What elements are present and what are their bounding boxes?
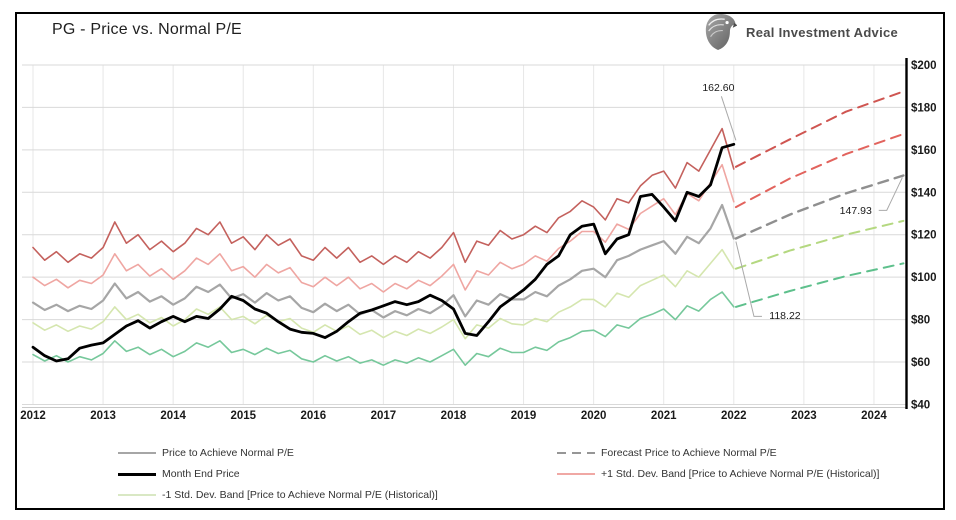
annotation-connector: [735, 241, 762, 317]
x-tick-label: 2014: [160, 410, 186, 422]
legend-item-forecast: Forecast Price to Achieve Normal P/E: [557, 446, 777, 460]
brand-name: Real Investment Advice: [746, 24, 899, 40]
gray-dashed-swatch: [557, 452, 595, 454]
series-forecast-minus1-std-dev-band: [734, 219, 905, 270]
x-tick-label: 2016: [301, 410, 327, 422]
x-tick-label: 2020: [581, 410, 607, 422]
x-tick-label: 2012: [20, 410, 46, 422]
legend-label: Price to Achieve Normal P/E: [162, 447, 294, 459]
series-forecast-minus2-std-dev-band: [734, 262, 905, 308]
x-tick-label: 2024: [861, 410, 887, 422]
x-tick-label: 2021: [651, 410, 677, 422]
series-plus1-std-dev-band-historical: [32, 163, 735, 293]
legend-item-price-to-achieve: Price to Achieve Normal P/E: [118, 446, 294, 460]
x-tick-label: 2018: [441, 410, 467, 422]
eagle-logo-icon: [703, 13, 738, 51]
series-minus2-std-dev-band-historical: [32, 291, 735, 367]
pale-green-line-swatch: [118, 494, 156, 496]
annotation-connector: [720, 96, 737, 141]
x-tick-label: 2019: [511, 410, 537, 422]
gray-line-swatch: [118, 452, 156, 454]
y-tick-label: $60: [911, 357, 930, 369]
legend-label: -1 Std. Dev. Band [Price to Achieve Norm…: [162, 489, 438, 501]
legend-item-plus1-std-dev: +1 Std. Dev. Band [Price to Achieve Norm…: [557, 467, 879, 481]
y-tick-label: $140: [911, 187, 937, 199]
x-tick-label: 2017: [371, 410, 397, 422]
chart-title: PG - Price vs. Normal P/E: [52, 21, 242, 38]
annotation-value-147.93: 147.93: [839, 205, 872, 218]
brand-logo: Real Investment Advice: [703, 13, 898, 51]
x-tick-label: 2013: [90, 410, 116, 422]
y-tick-label: $100: [911, 272, 937, 284]
series-month-end-price: [31, 142, 736, 363]
series-price-to-achieve-normal-pe: [31, 203, 735, 319]
legend-label: Month End Price: [162, 468, 240, 480]
series-forecast-plus1-std-dev-band: [734, 133, 905, 209]
black-line-swatch: [118, 472, 156, 476]
y-tick-label: $80: [911, 315, 930, 327]
annotation-value-118.22: 118.22: [769, 310, 801, 323]
series-minus1-std-dev-band-historical: [32, 248, 735, 340]
x-tick-label: 2022: [721, 410, 747, 422]
annotation-connector: [878, 177, 903, 211]
y-tick-label: $120: [911, 230, 937, 242]
chart-frame: [15, 12, 945, 510]
legend-item-minus1-std-dev: -1 Std. Dev. Band [Price to Achieve Norm…: [118, 488, 438, 502]
salmon-line-swatch: [557, 473, 595, 475]
annotation-value-162.60: 162.60: [702, 82, 735, 95]
legend-label: +1 Std. Dev. Band [Price to Achieve Norm…: [601, 468, 880, 480]
y-tick-label: $180: [911, 102, 937, 114]
y-tick-label: $200: [911, 60, 937, 72]
legend-label: Forecast Price to Achieve Normal P/E: [601, 447, 777, 459]
series-forecast-plus2-std-dev-band: [734, 90, 905, 168]
y-tick-label: $160: [911, 145, 937, 157]
legend-item-month-end-price: Month End Price: [118, 467, 240, 481]
x-tick-label: 2015: [230, 410, 256, 422]
series-plus2-std-dev-band-historical: [32, 127, 735, 266]
y-tick-label: $40: [911, 399, 930, 411]
x-tick-label: 2023: [791, 410, 817, 422]
series-forecast-price-to-achieve-normal-pe: [734, 174, 905, 240]
